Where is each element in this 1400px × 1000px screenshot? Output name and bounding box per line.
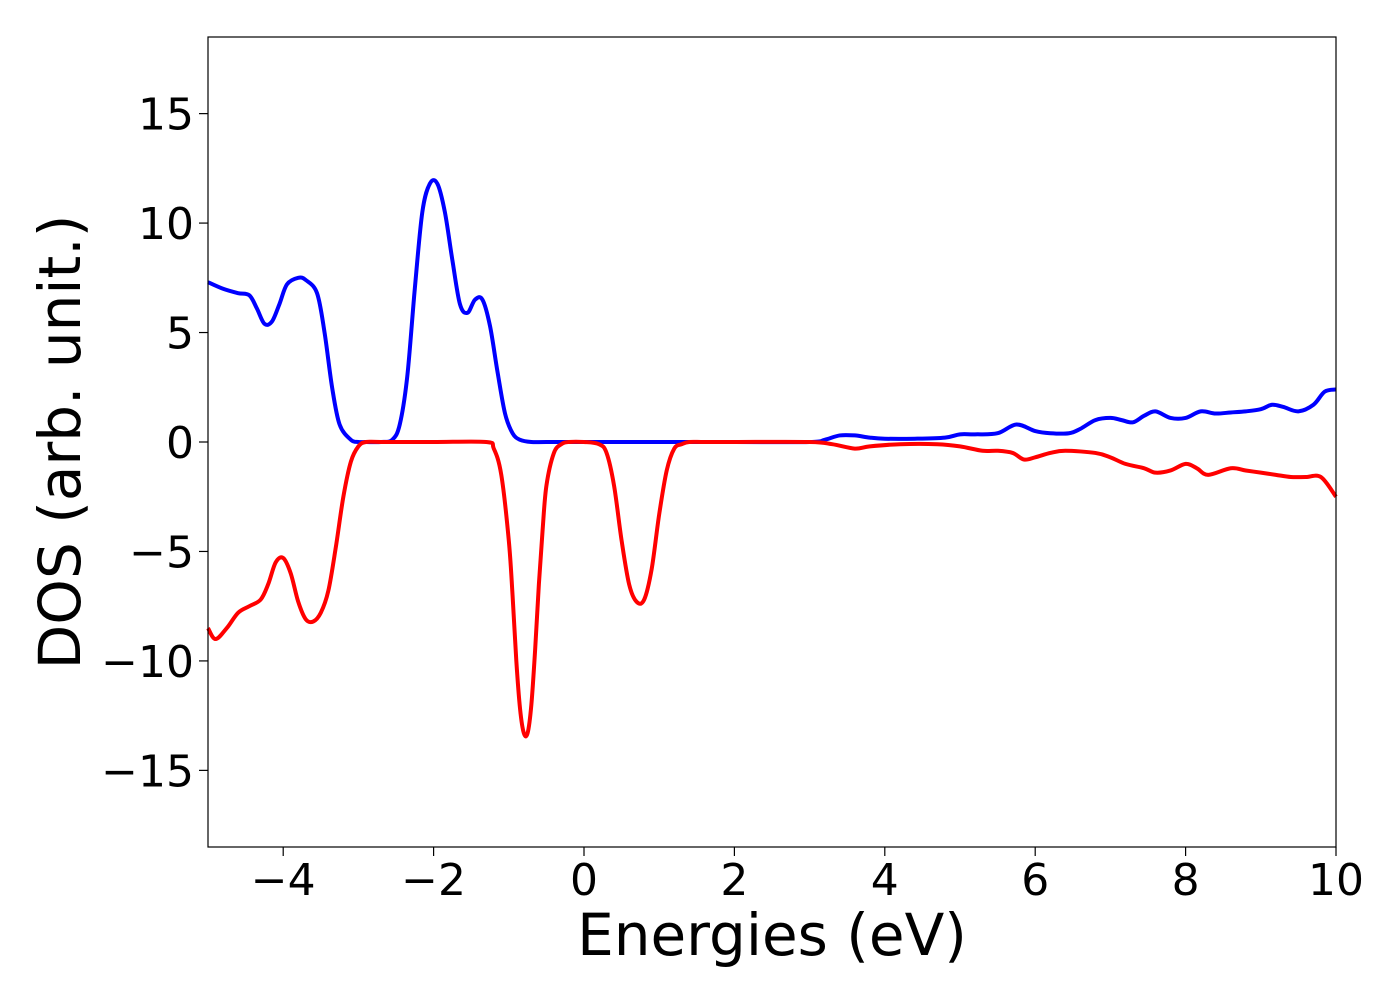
x-tick-label: 10 (1308, 855, 1364, 906)
plot-frame (207, 36, 1337, 848)
y-tick-label: 5 (166, 309, 194, 360)
y-axis-label: DOS (arb. unit.) (26, 215, 94, 670)
y-axis: 15 10 5 0 −5 −10 −15 (101, 90, 208, 797)
y-tick-label: −15 (101, 746, 194, 797)
x-tick-label: −4 (251, 855, 316, 906)
y-tick-label: −10 (101, 637, 194, 688)
x-tick-label: 0 (570, 855, 598, 906)
series-line-1 (207, 178, 1337, 445)
x-tick-label: 2 (720, 855, 748, 906)
series-line-2 (206, 439, 1338, 739)
y-tick-label: −5 (129, 527, 194, 578)
y-tick-label: 10 (138, 199, 194, 250)
x-tick-label: 4 (871, 855, 899, 906)
x-axis: −4 −2 0 2 4 6 8 10 (251, 847, 1364, 906)
y-tick-label: 15 (138, 90, 194, 141)
x-tick-label: 6 (1021, 855, 1049, 906)
y-tick-label: 0 (166, 418, 194, 469)
x-tick-label: −2 (401, 855, 466, 906)
x-tick-label: 8 (1172, 855, 1200, 906)
series-layer (206, 178, 1338, 739)
x-axis-label: Energies (eV) (577, 901, 967, 969)
